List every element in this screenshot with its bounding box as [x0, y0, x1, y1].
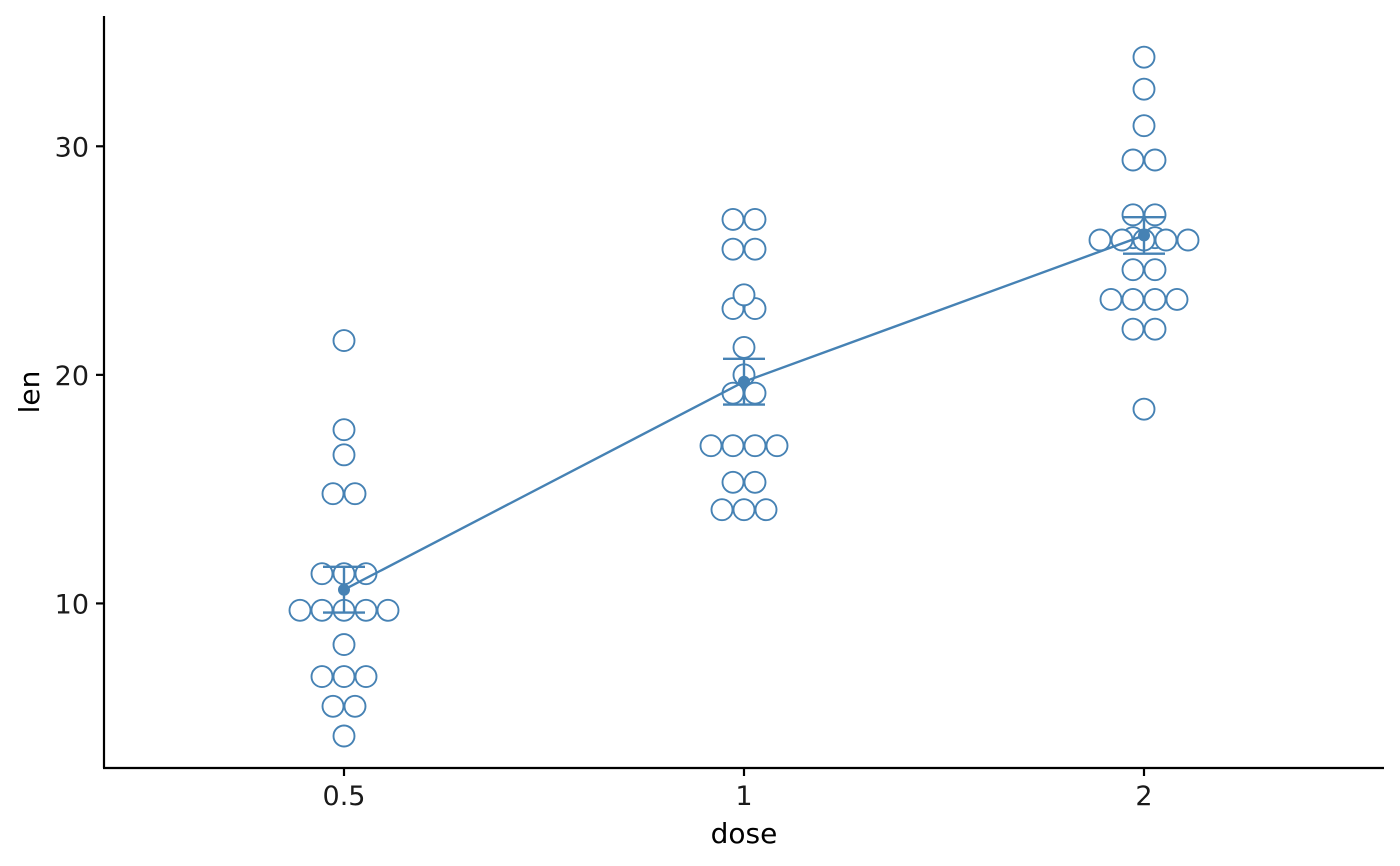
data-dot [332, 633, 356, 657]
data-dot [1121, 317, 1145, 341]
data-dot [721, 237, 745, 261]
data-dot [1176, 228, 1200, 252]
ticks-layer: 10 20 30 0.5 1 2 [55, 132, 1153, 812]
data-dot [288, 598, 312, 622]
data-dot [354, 598, 378, 622]
data-dot [743, 237, 767, 261]
data-dot [765, 434, 789, 458]
data-dot [721, 207, 745, 231]
x-tick-label: 1 [735, 781, 752, 812]
data-dot [721, 470, 745, 494]
data-dot [1132, 114, 1156, 138]
data-dot [354, 665, 378, 689]
y-tick-label: 30 [55, 132, 89, 163]
data-dot [1154, 228, 1178, 252]
data-dot [1143, 258, 1167, 282]
data-dot [743, 470, 767, 494]
data-dot [732, 498, 756, 522]
data-dot [732, 335, 756, 359]
data-dot [732, 283, 756, 307]
summary-layer [323, 215, 1165, 614]
data-dot [343, 694, 367, 718]
x-tick-label: 0.5 [323, 781, 366, 812]
data-dot [332, 329, 356, 353]
y-axis-title: len [13, 371, 46, 414]
data-dot [310, 598, 334, 622]
data-dot [1143, 203, 1167, 227]
data-dot [332, 443, 356, 467]
data-dot [332, 665, 356, 689]
data-dot [1165, 287, 1189, 311]
data-dot [1132, 45, 1156, 69]
data-dot [1121, 148, 1145, 172]
data-dot [332, 724, 356, 748]
mean-point [1138, 229, 1150, 242]
data-dot [1143, 148, 1167, 172]
data-dot [1088, 228, 1112, 252]
mean-point [338, 583, 350, 596]
data-dot [1099, 287, 1123, 311]
x-axis-title: dose [711, 817, 778, 850]
dots-layer [288, 45, 1200, 748]
data-dot [743, 207, 767, 231]
data-dot [721, 434, 745, 458]
data-dot [332, 418, 356, 442]
data-dot [1132, 397, 1156, 421]
data-dot [376, 598, 400, 622]
y-tick-label: 20 [55, 361, 89, 392]
data-dot [343, 482, 367, 506]
mean-point [738, 375, 750, 388]
x-tick-label: 2 [1135, 781, 1152, 812]
data-dot [1121, 287, 1145, 311]
y-tick-label: 10 [55, 589, 89, 620]
data-dot [699, 434, 723, 458]
data-dot [710, 498, 734, 522]
data-dot [310, 665, 334, 689]
data-dot [1121, 203, 1145, 227]
data-dot [1132, 77, 1156, 101]
data-dot [743, 434, 767, 458]
data-dot [321, 694, 345, 718]
data-dot [1143, 287, 1167, 311]
data-dot [1121, 258, 1145, 282]
data-dot [310, 562, 334, 586]
data-dot [1143, 317, 1167, 341]
data-dot [754, 498, 778, 522]
data-dot [321, 482, 345, 506]
